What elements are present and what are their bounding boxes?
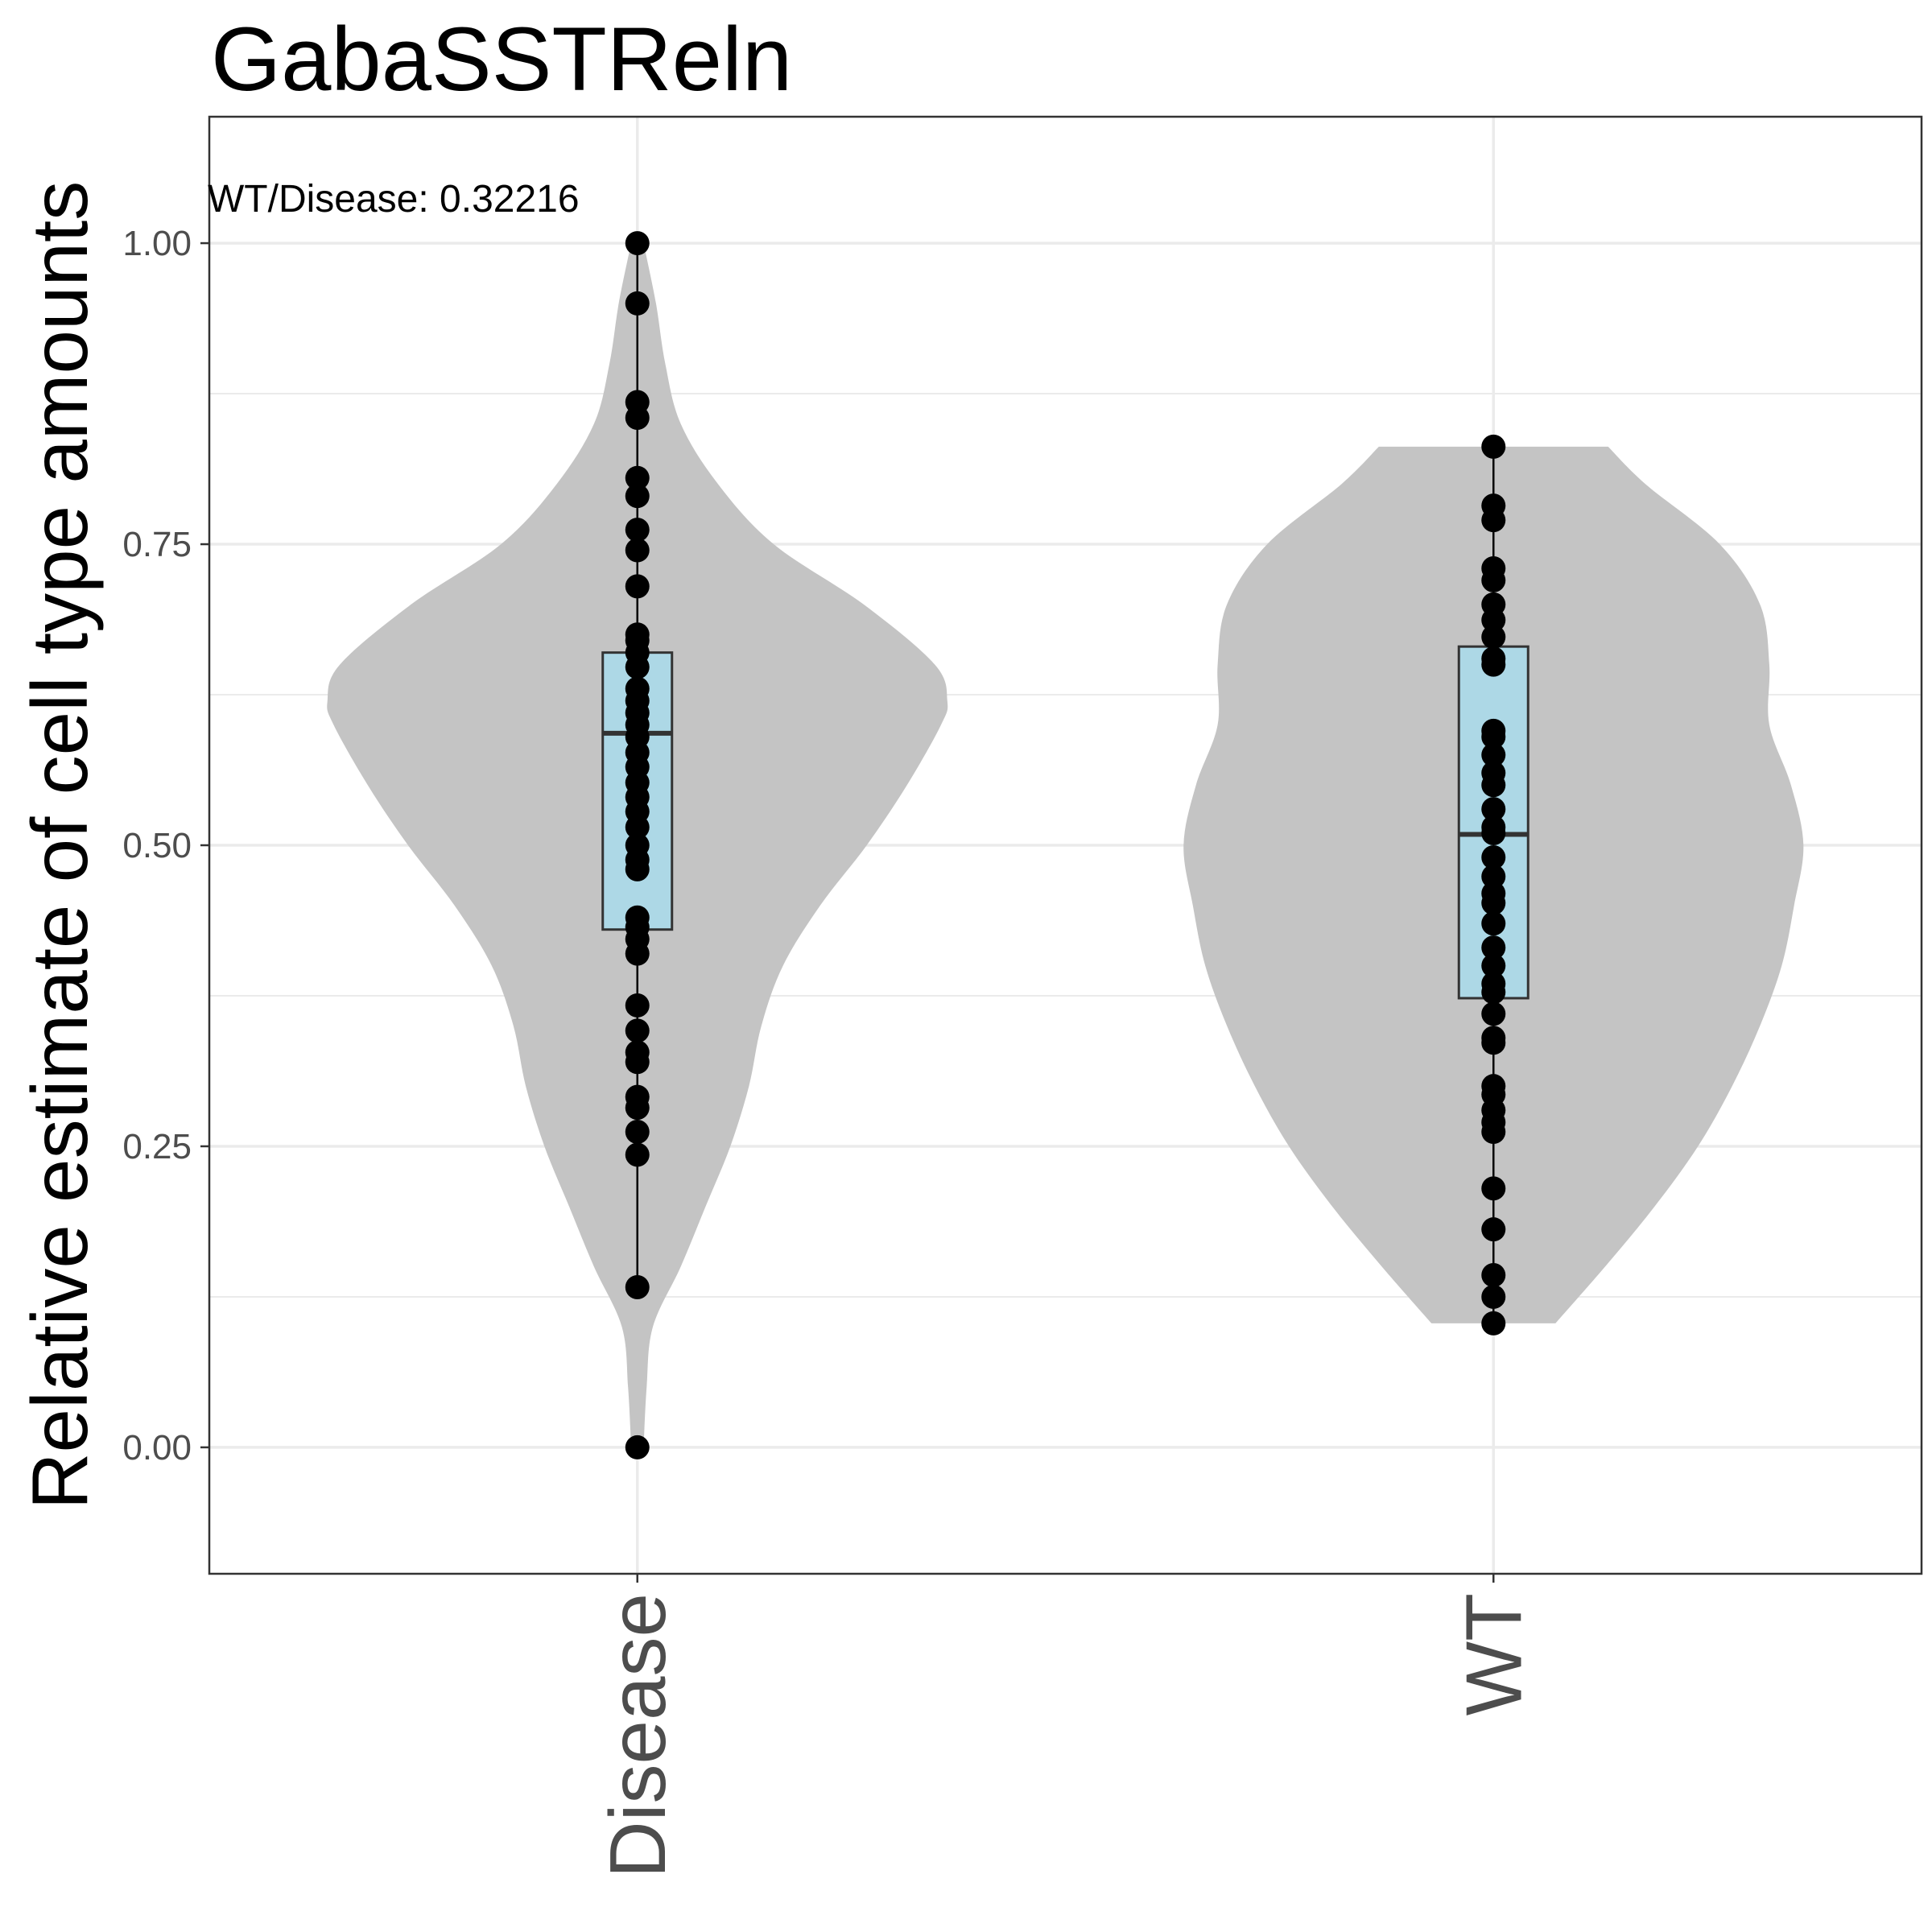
- data-points: [625, 231, 1506, 1459]
- data-point: [625, 574, 650, 599]
- data-point: [625, 1018, 650, 1043]
- data-point: [625, 905, 650, 930]
- y-tick-label: 0.75: [122, 525, 192, 564]
- data-point: [625, 1435, 650, 1459]
- data-point: [1481, 911, 1506, 936]
- data-point: [1481, 646, 1506, 671]
- data-point: [625, 1084, 650, 1109]
- data-point: [625, 676, 650, 701]
- data-point: [1481, 1284, 1506, 1309]
- data-point: [1481, 972, 1506, 997]
- data-point: [1481, 1311, 1506, 1335]
- data-point: [1481, 434, 1506, 459]
- data-point: [1481, 1074, 1506, 1099]
- data-point: [1481, 797, 1506, 822]
- data-point: [1481, 953, 1506, 978]
- x-tick-label-disease: Disease: [593, 1593, 682, 1878]
- data-point: [1481, 718, 1506, 743]
- y-tick-label: 0.00: [122, 1428, 192, 1468]
- data-point: [1481, 555, 1506, 580]
- data-point: [625, 538, 650, 563]
- data-point: [625, 993, 650, 1018]
- data-point: [1481, 761, 1506, 786]
- data-point: [1481, 1217, 1506, 1242]
- data-point: [1481, 592, 1506, 617]
- data-point: [625, 622, 650, 647]
- data-point: [625, 518, 650, 543]
- data-point: [625, 231, 650, 256]
- ratio-annotation: WT/Disease: 0.32216: [208, 178, 580, 221]
- chart-title: GabaSSTReln: [211, 9, 792, 109]
- data-point: [1481, 881, 1506, 906]
- axes: 0.00 0.25 0.50 0.75 1.00 Disease WT: [122, 224, 1538, 1878]
- y-tick-label: 1.00: [122, 224, 192, 263]
- data-point: [1481, 815, 1506, 840]
- data-point: [625, 484, 650, 509]
- data-point: [1481, 1001, 1506, 1026]
- y-tick-label: 0.25: [122, 1127, 192, 1166]
- data-point: [1481, 493, 1506, 518]
- data-point: [1481, 864, 1506, 889]
- data-point: [1481, 935, 1506, 960]
- data-point: [625, 291, 650, 316]
- data-point: [1481, 742, 1506, 767]
- data-point: [1481, 1263, 1506, 1288]
- x-tick-label-wt: WT: [1449, 1593, 1538, 1715]
- data-point: [1481, 1176, 1506, 1201]
- data-point: [625, 1142, 650, 1167]
- y-axis-label: Relative estimate of cell type amounts: [15, 181, 104, 1509]
- data-point: [625, 465, 650, 490]
- data-point: [625, 1120, 650, 1145]
- data-point: [625, 1040, 650, 1065]
- data-point: [1481, 1026, 1506, 1051]
- data-point: [625, 1274, 650, 1299]
- data-point: [1481, 844, 1506, 869]
- y-tick-label: 0.50: [122, 826, 192, 865]
- data-point: [625, 390, 650, 415]
- data-point: [1481, 625, 1506, 650]
- data-point: [625, 833, 650, 857]
